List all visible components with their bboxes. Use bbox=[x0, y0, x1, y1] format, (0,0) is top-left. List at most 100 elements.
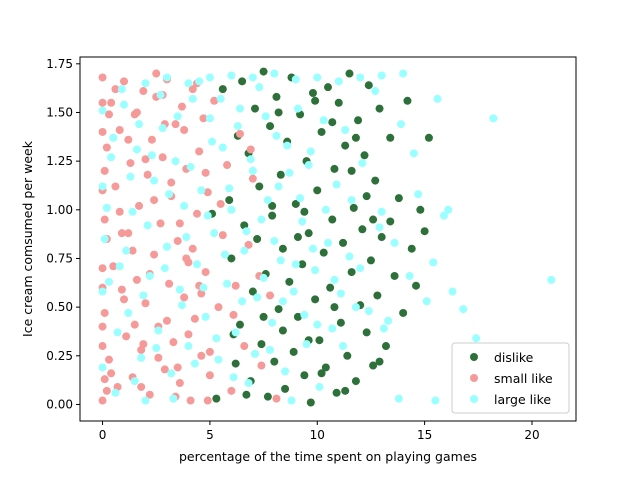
data-point bbox=[339, 342, 348, 351]
data-point bbox=[328, 215, 337, 224]
data-point bbox=[412, 281, 421, 290]
data-point bbox=[98, 98, 107, 107]
data-point bbox=[330, 275, 339, 284]
data-point bbox=[244, 240, 253, 249]
data-point bbox=[362, 328, 371, 337]
data-point bbox=[225, 184, 234, 193]
data-point bbox=[171, 120, 180, 129]
data-point bbox=[298, 217, 307, 226]
data-point bbox=[152, 344, 161, 353]
data-point bbox=[212, 334, 221, 343]
data-point bbox=[278, 326, 287, 335]
data-point bbox=[308, 244, 317, 253]
data-point bbox=[263, 196, 272, 205]
data-point bbox=[291, 199, 300, 208]
data-point bbox=[205, 371, 214, 380]
data-point bbox=[285, 277, 294, 286]
data-point bbox=[132, 145, 141, 154]
data-point bbox=[266, 291, 275, 300]
data-point bbox=[270, 69, 279, 78]
data-point bbox=[409, 149, 418, 158]
data-point bbox=[98, 264, 107, 273]
data-point bbox=[98, 322, 107, 331]
data-point bbox=[547, 275, 556, 284]
data-point bbox=[98, 287, 107, 296]
data-point bbox=[154, 326, 163, 335]
data-point bbox=[306, 398, 315, 407]
data-point bbox=[107, 98, 116, 107]
data-point bbox=[397, 120, 405, 129]
data-point bbox=[272, 394, 281, 403]
data-point bbox=[130, 320, 139, 329]
data-point bbox=[227, 386, 236, 395]
data-point bbox=[177, 301, 186, 310]
data-point bbox=[375, 104, 384, 113]
data-point bbox=[373, 291, 382, 300]
data-point bbox=[394, 394, 403, 403]
data-point bbox=[98, 396, 107, 405]
data-point bbox=[188, 94, 197, 103]
data-point bbox=[225, 196, 234, 205]
data-point bbox=[386, 217, 395, 226]
data-point bbox=[317, 127, 326, 136]
data-point bbox=[347, 268, 356, 277]
data-point bbox=[364, 81, 373, 90]
data-point bbox=[208, 137, 217, 146]
data-point bbox=[281, 367, 290, 376]
data-point bbox=[107, 153, 116, 162]
data-point bbox=[141, 79, 150, 88]
data-point bbox=[135, 201, 144, 210]
data-point bbox=[162, 242, 171, 251]
data-point bbox=[313, 73, 322, 82]
data-point bbox=[102, 386, 111, 395]
data-point bbox=[274, 182, 283, 191]
data-point bbox=[130, 377, 139, 386]
data-point bbox=[266, 345, 275, 354]
data-point bbox=[259, 312, 268, 321]
data-point bbox=[369, 215, 378, 224]
data-point bbox=[100, 308, 109, 317]
data-point bbox=[311, 266, 320, 275]
legend-box bbox=[451, 342, 570, 414]
data-point bbox=[132, 275, 141, 284]
data-point bbox=[311, 96, 320, 105]
data-point bbox=[210, 229, 219, 238]
data-point bbox=[156, 219, 165, 228]
data-point bbox=[272, 131, 281, 140]
data-point bbox=[216, 94, 225, 103]
data-point bbox=[268, 211, 277, 220]
data-point bbox=[356, 264, 365, 273]
data-point bbox=[102, 203, 111, 212]
data-point bbox=[315, 382, 324, 391]
plot-frame bbox=[79, 56, 577, 422]
x-tick-label: 0 bbox=[99, 428, 107, 442]
data-point bbox=[300, 310, 309, 319]
data-point bbox=[345, 252, 354, 261]
data-point bbox=[362, 192, 371, 201]
data-point bbox=[251, 349, 259, 358]
data-point bbox=[201, 312, 210, 321]
data-point bbox=[205, 114, 214, 123]
data-point bbox=[345, 69, 354, 78]
data-point bbox=[422, 297, 431, 306]
data-point bbox=[180, 201, 189, 210]
data-point bbox=[195, 77, 204, 86]
data-point bbox=[141, 155, 150, 164]
series-large-like bbox=[98, 69, 556, 405]
data-point bbox=[268, 201, 277, 210]
data-point bbox=[100, 215, 109, 224]
data-point bbox=[111, 388, 120, 397]
data-point bbox=[197, 186, 206, 195]
data-point bbox=[231, 281, 240, 290]
x-tick-label: 5 bbox=[206, 428, 214, 442]
data-point bbox=[289, 347, 298, 356]
data-point bbox=[304, 161, 313, 170]
data-point bbox=[203, 211, 212, 220]
data-point bbox=[251, 104, 259, 113]
data-point bbox=[375, 357, 384, 366]
data-point bbox=[190, 314, 199, 323]
data-point bbox=[150, 250, 159, 259]
data-point bbox=[165, 279, 174, 288]
data-point bbox=[255, 182, 264, 191]
data-point bbox=[399, 69, 408, 78]
